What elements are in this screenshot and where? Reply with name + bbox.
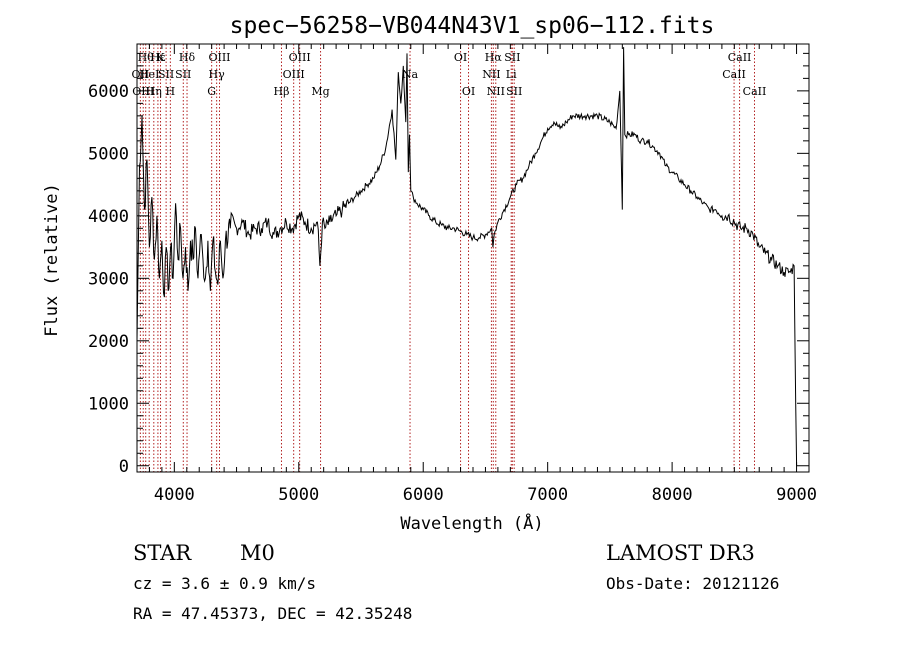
y-tick-label-2: 2000 — [88, 332, 129, 352]
line-label-21: NII — [482, 68, 500, 81]
y-tick-label-0: 0 — [119, 457, 129, 477]
line-label-6: K — [156, 51, 165, 64]
line-label-16: OIII — [289, 51, 311, 64]
line-label-8: H — [166, 85, 176, 98]
line-label-29: CaII — [743, 85, 767, 98]
x-axis-label: Wavelength (Å) — [400, 512, 543, 534]
line-label-0: OII — [132, 68, 150, 81]
line-label-15: OIII — [283, 68, 305, 81]
y-tick-label-6: 6000 — [88, 82, 129, 102]
spectral-line-labels: OII OIII Hθ HeI Hη HεK SII H SII Hδ G Hγ OIII Hβ OIII O… — [132, 51, 767, 98]
line-label-14: Hβ — [274, 85, 290, 98]
line-label-18: Na — [402, 68, 419, 81]
line-label-3: HeI — [139, 68, 159, 81]
y-tick-label-5: 5000 — [88, 144, 129, 164]
x-tick-label-3: 7000 — [527, 485, 568, 505]
obs-date-text: Obs-Date: 20121126 — [606, 574, 779, 593]
plot-frame — [136, 43, 810, 473]
line-label-26: SII — [506, 85, 522, 98]
object-class: STAR — [133, 541, 192, 565]
y-tick-label-4: 4000 — [88, 207, 129, 227]
line-label-4: Hη — [146, 85, 162, 98]
line-label-5: Hε — [150, 51, 166, 64]
spectral-line-markers — [139, 44, 755, 472]
x-tick-label-5: 9000 — [776, 485, 817, 505]
line-label-19: OI — [454, 51, 467, 64]
line-label-25: SII — [504, 51, 520, 64]
chart-title: spec−56258−VB044N43V1_sp06−112.fits — [230, 13, 715, 39]
line-label-17: Mg — [311, 85, 329, 98]
x-tick-label-2: 6000 — [403, 485, 444, 505]
line-label-11: G — [207, 85, 216, 98]
line-label-24: Li — [506, 68, 517, 81]
line-label-1: OIII — [132, 85, 154, 98]
line-label-12: Hγ — [209, 68, 226, 81]
line-label-20: OI — [462, 85, 475, 98]
line-label-27: CaII — [722, 68, 746, 81]
x-tick-label-0: 4000 — [154, 485, 195, 505]
line-label-23: NII — [487, 85, 505, 98]
y-axis-ticks: 0 1000 2000 3000 4000 5000 6000 — [88, 52, 809, 477]
y-axis-label: Flux (relative) — [42, 183, 62, 337]
spectrum-line — [136, 47, 798, 466]
line-label-13: OIII — [208, 51, 230, 64]
survey-label: LAMOST DR3 — [606, 541, 755, 565]
line-label-28: CaII — [728, 51, 752, 64]
line-label-10: Hδ — [179, 51, 196, 64]
y-tick-label-1: 1000 — [88, 394, 129, 414]
line-label-7: SII — [158, 68, 174, 81]
line-label-2: Hθ — [138, 51, 155, 64]
x-axis-ticks: 4000 5000 6000 7000 8000 9000 — [148, 44, 817, 505]
line-label-22: Hα — [485, 51, 503, 64]
ra-dec-text: RA = 47.45373, DEC = 42.35248 — [133, 604, 412, 623]
x-tick-label-4: 8000 — [652, 485, 693, 505]
y-tick-label-3: 3000 — [88, 269, 129, 289]
redshift-text: cz = 3.6 ± 0.9 km/s — [133, 574, 316, 593]
x-tick-label-1: 5000 — [278, 485, 319, 505]
object-subclass: M0 — [240, 541, 275, 565]
line-label-9: SII — [175, 68, 191, 81]
